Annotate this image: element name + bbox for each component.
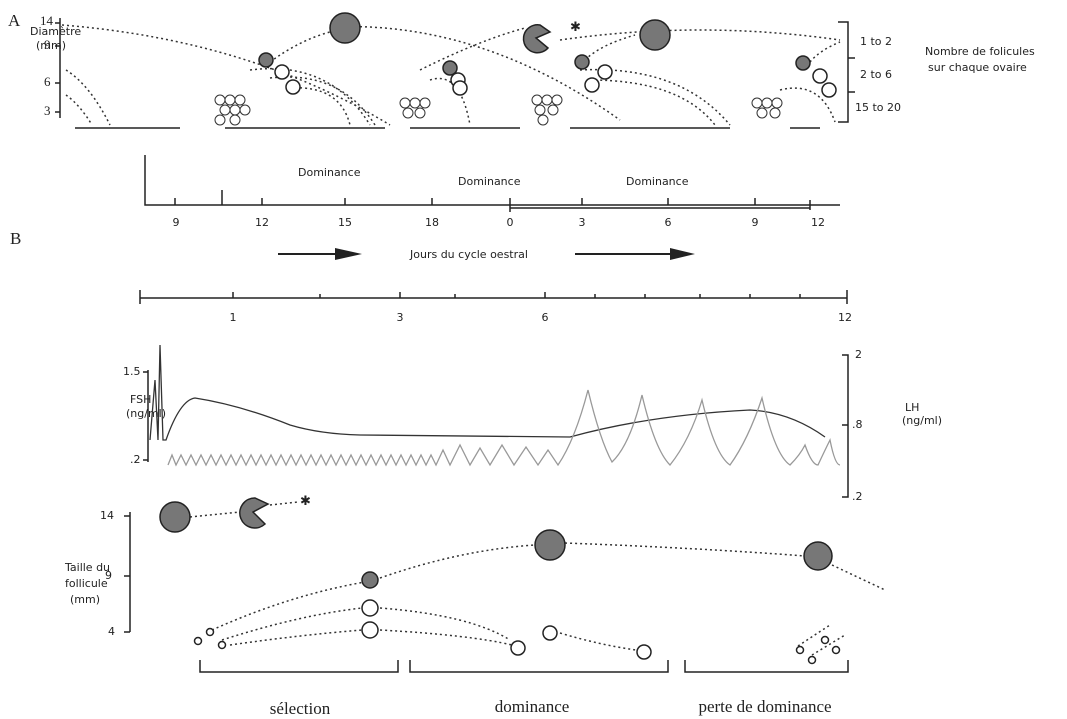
follicle: [453, 81, 467, 95]
tick-label: 9: [105, 569, 112, 582]
axis-label: (mm): [36, 39, 66, 52]
tick-label: 0: [507, 216, 514, 229]
follicle: [219, 642, 226, 649]
tick-label: 12: [811, 216, 825, 229]
tick-label: 1.5: [123, 365, 141, 378]
tick-label: 6: [542, 311, 549, 324]
follicle: [833, 647, 840, 654]
tick-label: 6: [665, 216, 672, 229]
follicle: [207, 629, 214, 636]
axis-label: Diamètre: [30, 25, 81, 38]
tick-label: 3: [44, 103, 51, 118]
phase-label: dominance: [495, 697, 570, 716]
phase-label: perte de dominance: [698, 697, 831, 716]
cohort: [215, 95, 250, 125]
panel-letter: A: [8, 11, 21, 30]
dominant-follicle: [535, 530, 565, 560]
follicle: [822, 83, 836, 97]
axis-label: (mm): [70, 593, 100, 606]
follicle: [598, 65, 612, 79]
lh-axis: [842, 355, 848, 497]
cohort: [752, 98, 782, 118]
phase-bracket: [200, 660, 848, 672]
cohort: [400, 98, 430, 118]
tick-label: 12: [255, 216, 269, 229]
day-ticks: 9 12 15 18 0 3 6 9 12: [173, 216, 826, 229]
star: ✱: [570, 19, 581, 34]
phase-label: sélection: [270, 699, 331, 718]
lh-curve: [168, 390, 840, 465]
star: ✱: [300, 493, 311, 508]
tick-label: 9: [44, 37, 51, 52]
x-title: Jours du cycle oestral: [409, 248, 528, 261]
dominant-follicle: [330, 13, 360, 43]
follicle: [362, 572, 378, 588]
axis-label: follicule: [65, 577, 108, 590]
follicle: [822, 637, 829, 644]
phase-label: Dominance: [298, 166, 361, 179]
axis-label: LH: [905, 401, 919, 414]
tick-label: 6: [44, 74, 51, 89]
axis-label: Taille du: [64, 561, 110, 574]
follicle: [362, 600, 378, 616]
follicle: [796, 56, 810, 70]
tick-label: 2: [855, 348, 862, 361]
tick-label: 14: [100, 509, 114, 522]
follicle: [543, 626, 557, 640]
dominant-follicle: [160, 502, 190, 532]
axis-label: (ng/ml): [902, 414, 942, 427]
tick-label: 4: [108, 625, 115, 638]
follicle: [797, 647, 804, 654]
tick-label: 15: [338, 216, 352, 229]
follicle-cohort: [215, 95, 782, 125]
follicle: [286, 80, 300, 94]
page: Follicular waves {"panel_a":{"letter":"A…: [0, 0, 1067, 719]
follicle: [511, 641, 525, 655]
tick-label: .8: [852, 418, 863, 431]
tick-label: 12: [838, 311, 852, 324]
follicle: [362, 622, 378, 638]
figure: A Diamètre (mm) 14 9 6 3 ✱ 1 to 2 2 to 6…: [0, 0, 1067, 719]
tick-label: 14: [40, 13, 54, 28]
axis-label: (ng/ml): [126, 407, 166, 420]
atretic-follicle: [240, 498, 268, 528]
tick-label: .2: [130, 453, 141, 466]
count-title: Nombre de folicules: [925, 45, 1035, 58]
follicle: [195, 638, 202, 645]
count-title: sur chaque ovaire: [928, 61, 1027, 74]
atretic-follicle: [523, 25, 550, 53]
count-bracket: [838, 22, 855, 122]
body: A Diamètre (mm) 14 9 6 3 ✱ 1 to 2 2 to 6…: [0, 0, 1067, 719]
dominant-follicle: [640, 20, 670, 50]
follicle: [575, 55, 589, 69]
scale: [140, 290, 847, 304]
follicle: [813, 69, 827, 83]
fsh-curve: [150, 345, 825, 440]
count-label: 2 to 6: [860, 68, 892, 81]
panel-letter: B: [10, 229, 21, 248]
tick-label: .2: [852, 490, 863, 503]
count-label: 1 to 2: [860, 35, 892, 48]
tick-label: 9: [752, 216, 759, 229]
tick-label: 3: [579, 216, 586, 229]
dominant-follicle: [804, 542, 832, 570]
tick-label: 9: [173, 216, 180, 229]
tick-label: 1: [230, 311, 237, 324]
phase-label: Dominance: [458, 175, 521, 188]
growth-curve: [190, 502, 885, 655]
follicle: [585, 78, 599, 92]
cohort: [532, 95, 562, 125]
follicle: [637, 645, 651, 659]
follicle: [259, 53, 273, 67]
phase-label: Dominance: [626, 175, 689, 188]
tick-label: 18: [425, 216, 439, 229]
follicle: [275, 65, 289, 79]
count-label: 15 to 20: [855, 101, 901, 114]
tick-label: 3: [397, 311, 404, 324]
follicle: [809, 657, 816, 664]
size-axis: [124, 512, 130, 632]
